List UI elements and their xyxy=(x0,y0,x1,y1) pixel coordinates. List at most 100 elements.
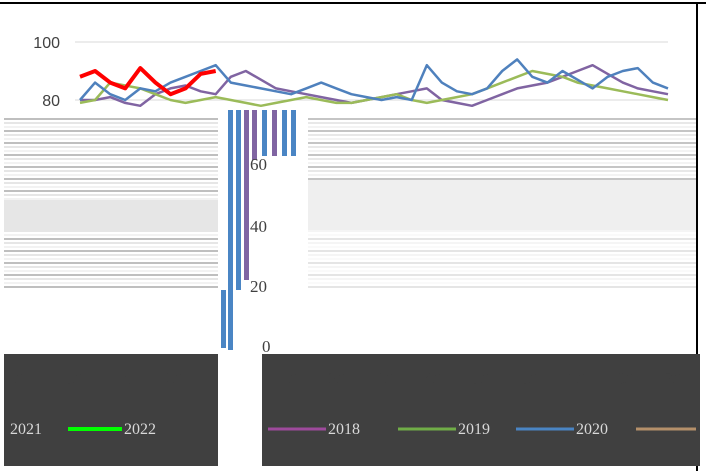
x-tick-left: 12/1 xyxy=(156,369,186,388)
band-row xyxy=(300,254,696,256)
legend-bg-right xyxy=(262,354,700,466)
band-row xyxy=(4,158,218,160)
overlay-bar xyxy=(252,110,257,160)
band-row xyxy=(300,274,696,276)
x-tick-right: 3/1 xyxy=(376,369,398,388)
band-row xyxy=(4,122,218,124)
overlay-bar xyxy=(221,290,226,348)
band-row xyxy=(300,250,696,252)
x-tick-right: 2/1 xyxy=(328,369,350,388)
x-tick-left: 11/1 xyxy=(106,369,136,388)
band-row xyxy=(4,150,218,152)
band-row xyxy=(300,234,696,236)
legend-gap xyxy=(218,354,262,466)
band-row xyxy=(4,166,218,168)
band-row xyxy=(300,246,696,248)
band-row xyxy=(4,258,218,260)
series-line-2020 xyxy=(79,58,669,102)
band-row xyxy=(4,230,218,232)
band-row xyxy=(4,262,218,264)
band-row xyxy=(300,230,696,232)
band-row xyxy=(4,162,218,164)
y-tick-100: 100 xyxy=(33,35,60,52)
x-tick-right: 9/1 xyxy=(664,369,686,388)
band-row xyxy=(4,186,218,188)
band-row xyxy=(4,194,218,196)
band-row xyxy=(300,150,696,152)
overlay-bar xyxy=(291,110,296,156)
band-row xyxy=(300,174,696,176)
band-row xyxy=(300,162,696,164)
band-row xyxy=(4,250,218,252)
overlay-panel xyxy=(218,108,308,354)
overlay-bar xyxy=(272,110,277,156)
band-row xyxy=(300,178,696,180)
overlay-bar xyxy=(236,110,241,290)
band-row xyxy=(300,130,696,132)
band-row xyxy=(300,238,696,240)
band-row xyxy=(300,242,696,244)
band-row xyxy=(300,282,696,284)
band-row xyxy=(4,274,218,276)
band-row xyxy=(300,258,696,260)
band-row xyxy=(4,242,218,244)
band-row xyxy=(4,146,218,148)
legend-label-2022: 2022 xyxy=(124,421,156,438)
band-row xyxy=(300,170,696,172)
band-block xyxy=(4,200,218,230)
overlay-y-tick-0: 0 xyxy=(262,337,271,356)
x-tick-left: 1/1 xyxy=(6,369,28,388)
band-block xyxy=(300,180,696,230)
band-row xyxy=(4,282,218,284)
band-row xyxy=(4,190,218,192)
series-line-2021 xyxy=(79,66,217,97)
x-tick-right: 5/1 xyxy=(472,369,494,388)
overlay-bar xyxy=(228,110,233,350)
band-row xyxy=(4,246,218,248)
legend: 2021 2022 2018 2019 2020 xyxy=(10,421,696,438)
overlay-y-tick-20: 20 xyxy=(250,277,267,296)
band-row xyxy=(300,286,696,288)
band-row xyxy=(4,198,218,200)
band-row xyxy=(4,266,218,268)
band-row xyxy=(300,134,696,136)
band-row xyxy=(300,166,696,168)
x-ticks-left: 1/1 10/1 11/1 12/1 xyxy=(6,369,186,388)
glitch-band xyxy=(4,118,696,288)
band-row xyxy=(4,154,218,156)
band-row xyxy=(300,122,696,124)
band-row xyxy=(4,130,218,132)
band-row xyxy=(4,234,218,236)
band-row xyxy=(300,270,696,272)
x-tick-right: 7/1 xyxy=(568,369,590,388)
band-row xyxy=(4,126,218,128)
band-row xyxy=(4,182,218,184)
x-tick-left: 10/1 xyxy=(56,369,86,388)
band-row xyxy=(300,266,696,268)
band-row xyxy=(300,154,696,156)
band-row xyxy=(4,142,218,144)
band-row xyxy=(4,178,218,180)
band-row xyxy=(300,142,696,144)
legend-label-2019: 2019 xyxy=(458,421,490,438)
band-row xyxy=(4,170,218,172)
band-row xyxy=(300,278,696,280)
legend-label-2018: 2018 xyxy=(328,421,360,438)
band-row xyxy=(4,254,218,256)
overlay-bar xyxy=(262,110,267,156)
band-row xyxy=(300,262,696,264)
legend-label-2020: 2020 xyxy=(576,421,608,438)
x-tick-right: 6/1 xyxy=(520,369,542,388)
band-row xyxy=(300,158,696,160)
overlay-y-tick-60: 60 xyxy=(250,155,267,174)
band-row xyxy=(4,138,218,140)
band-row xyxy=(4,286,218,288)
overlay-bar xyxy=(282,110,287,156)
band-row xyxy=(300,118,696,120)
y-tick-80: 80 xyxy=(42,93,60,110)
legend-bg-left xyxy=(4,354,218,466)
x-tick-right: 1/1 xyxy=(280,369,302,388)
series-group xyxy=(79,58,669,108)
